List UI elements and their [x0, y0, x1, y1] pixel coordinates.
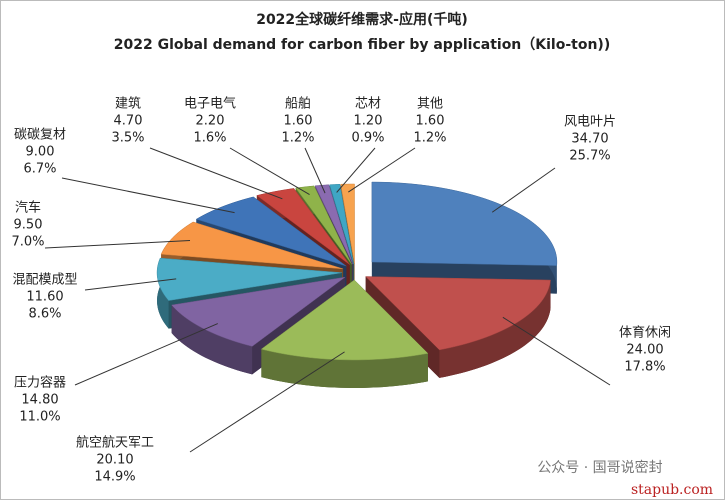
percent-label: 3.5% — [111, 131, 144, 146]
category-label: 混配模成型 — [12, 273, 77, 288]
percent-label: 17.8% — [624, 360, 665, 375]
value-label: 34.70 — [571, 132, 608, 147]
slice-top — [340, 183, 355, 265]
percent-label: 6.7% — [23, 162, 56, 177]
slice-top — [256, 188, 350, 265]
category-label: 体育休闲 — [619, 325, 671, 341]
percent-label: 25.7% — [569, 149, 610, 164]
percent-label: 8.6% — [28, 307, 61, 322]
percent-label: 7.0% — [11, 235, 44, 250]
leader-line — [229, 147, 310, 196]
value-label: 2.20 — [196, 114, 225, 129]
slice-side — [171, 305, 253, 375]
category-label: 风电叶片 — [564, 115, 616, 130]
slice-top — [171, 276, 346, 347]
value-label: 9.50 — [14, 218, 43, 233]
slice-top — [295, 185, 352, 265]
leader-line — [491, 167, 556, 213]
slice — [371, 181, 558, 294]
leader-line — [189, 351, 345, 453]
value-label: 9.00 — [26, 145, 55, 160]
site-mark: stapub.com — [631, 482, 713, 498]
chart-subtitle: 2022 Global demand for carbon fiber by a… — [114, 37, 610, 53]
leader-line — [84, 278, 177, 291]
leader-line — [336, 147, 376, 193]
percent-label: 1.6% — [193, 131, 226, 146]
leader-line — [304, 147, 326, 194]
leader-line — [149, 147, 283, 200]
percent-label: 11.0% — [19, 410, 60, 425]
value-label: 1.60 — [416, 114, 445, 129]
leader-line — [61, 177, 235, 214]
leader-line — [74, 323, 218, 386]
category-label: 其他 — [417, 97, 443, 112]
category-label: 船舶 — [285, 96, 311, 112]
category-label: 航空航天军工 — [76, 435, 154, 451]
leader-line — [44, 239, 191, 249]
watermark: 公众号 · 国哥说密封 — [537, 459, 662, 476]
slice-top — [195, 196, 347, 267]
value-label: 11.60 — [26, 290, 63, 305]
slice-top — [260, 279, 429, 361]
slice — [260, 279, 429, 388]
percent-label: 0.9% — [351, 131, 384, 146]
value-label: 1.60 — [284, 114, 313, 129]
slice-top — [160, 221, 344, 270]
category-label: 汽车 — [15, 200, 41, 216]
value-label: 4.70 — [114, 114, 143, 129]
leader-line — [348, 147, 416, 193]
slice-top — [329, 184, 354, 265]
chart-title: 2022全球碳纤维需求-应用(千吨) — [256, 11, 468, 28]
value-label: 1.20 — [354, 114, 383, 129]
slice — [365, 276, 551, 378]
value-label: 20.10 — [96, 453, 133, 468]
value-label: 14.80 — [21, 393, 58, 408]
percent-label: 1.2% — [281, 131, 314, 146]
percent-label: 14.9% — [94, 470, 135, 485]
category-label: 电子电气 — [184, 96, 236, 112]
leader-line — [502, 316, 611, 386]
category-label: 碳碳复材 — [14, 128, 66, 143]
category-label: 压力容器 — [14, 375, 66, 391]
slice-top — [371, 181, 558, 266]
category-label: 芯材 — [355, 97, 381, 112]
percent-label: 1.2% — [413, 131, 446, 146]
category-label: 建筑 — [115, 96, 141, 112]
slice-side — [439, 280, 551, 378]
slice-top — [156, 257, 343, 301]
value-label: 24.00 — [626, 343, 663, 358]
slice-top — [365, 276, 551, 351]
